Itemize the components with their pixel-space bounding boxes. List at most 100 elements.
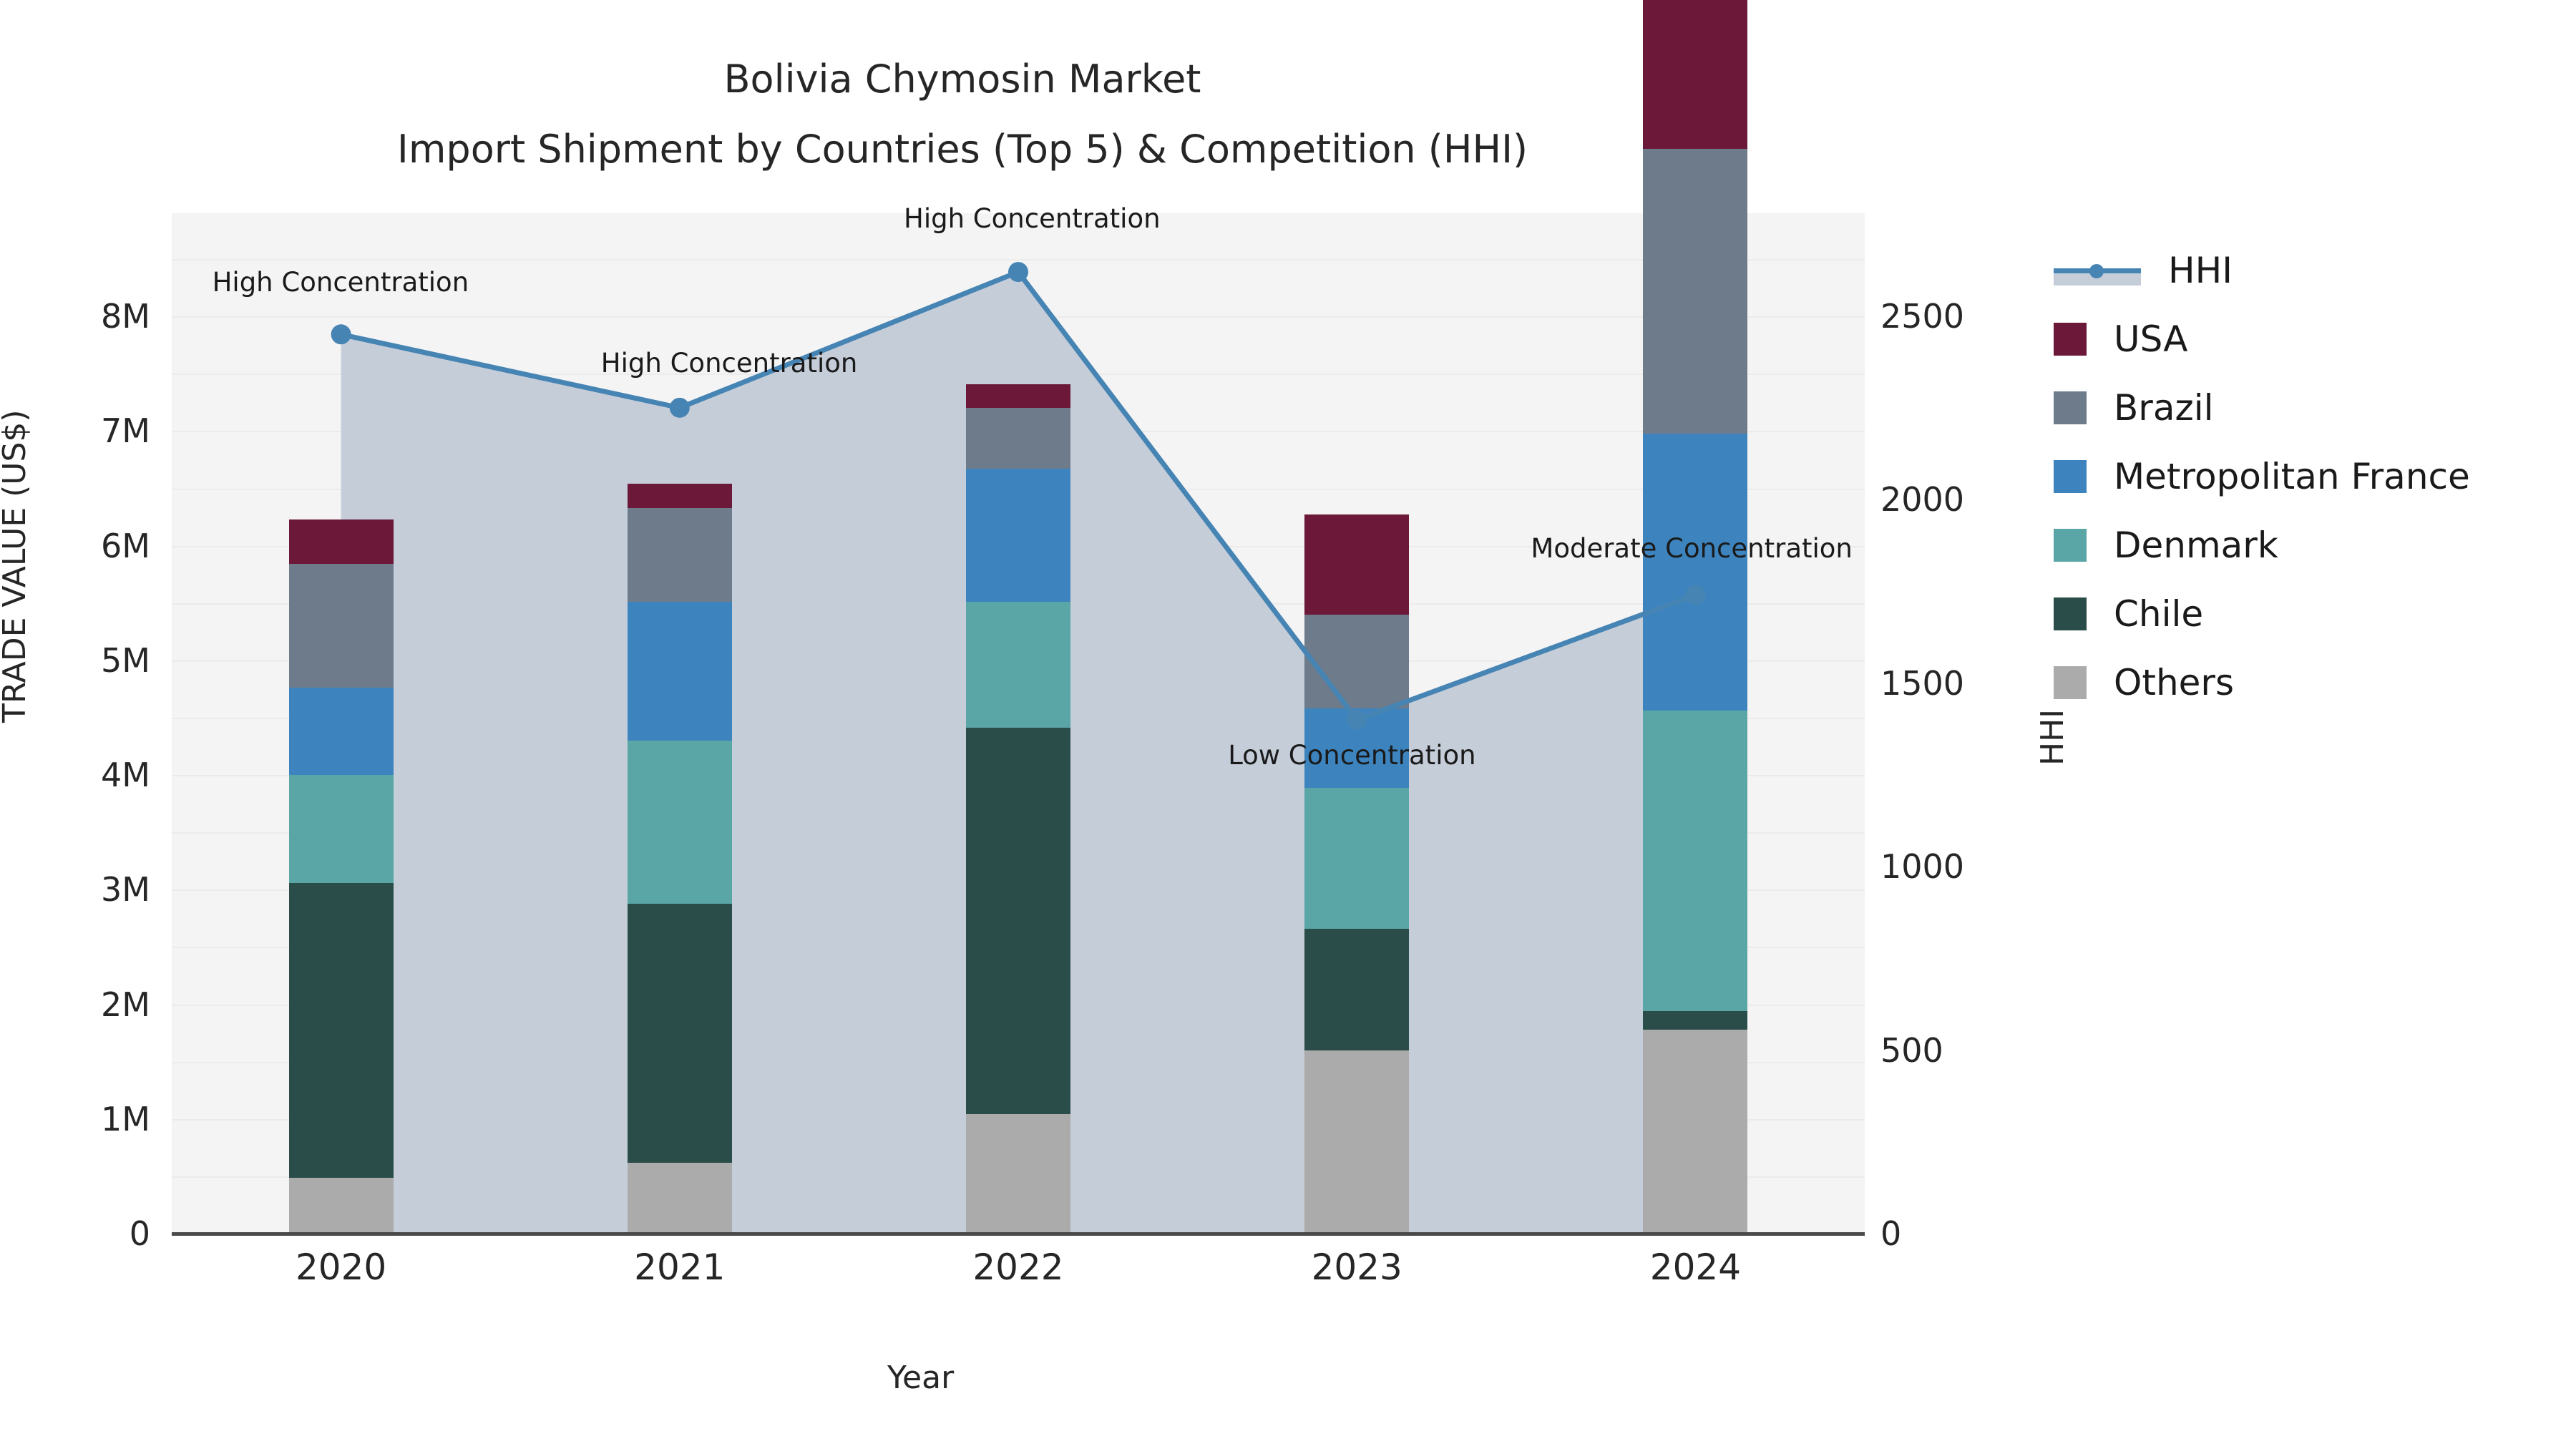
bar-segment-denmark[interactable]	[1643, 711, 1748, 1012]
bar-segment-brazil[interactable]	[966, 408, 1070, 469]
legend-swatch-icon	[2054, 529, 2087, 562]
y-axis-right-title: HHI	[2034, 708, 2071, 766]
legend-item-usa[interactable]: USA	[2054, 305, 2470, 374]
annotation-2021: High Concentration	[600, 347, 858, 379]
x-axis-tick-2021: 2021	[634, 1246, 726, 1288]
bar-segment-brazil[interactable]	[288, 564, 394, 688]
bar-segment-denmark[interactable]	[966, 602, 1070, 728]
bar-2022[interactable]	[966, 384, 1070, 1234]
legend-line-dot-icon	[2089, 264, 2104, 278]
bar-segment-chile[interactable]	[1304, 928, 1410, 1050]
y-axis-right-tick: 1500	[1880, 663, 1965, 703]
y-axis-left-tick: 3M	[101, 870, 150, 909]
bar-2023[interactable]	[1304, 514, 1410, 1234]
y-axis-left-tick: 6M	[101, 526, 150, 565]
y-axis-right-tick: 2000	[1880, 480, 1965, 519]
legend-swatch-icon	[2054, 597, 2087, 630]
legend-swatch-icon	[2054, 391, 2087, 424]
legend-swatch-icon	[2054, 323, 2087, 356]
bar-segment-metropolitan-france[interactable]	[627, 602, 732, 741]
plot-area	[172, 0, 1865, 1235]
legend-swatch-icon	[2054, 666, 2087, 699]
y-axis-left-tick: 8M	[101, 297, 150, 336]
annotation-2024: Moderate Concentration	[1531, 533, 1853, 565]
bar-segment-brazil[interactable]	[1304, 614, 1410, 709]
bar-segment-usa[interactable]	[288, 519, 394, 565]
legend-item-label: Denmark	[2114, 525, 2278, 566]
y-axis-right-tick: 1000	[1880, 847, 1965, 887]
legend-item-hhi[interactable]: HHI	[2054, 236, 2470, 305]
chart-title-line-2: Import Shipment by Countries (Top 5) & C…	[396, 127, 1528, 172]
x-axis-title: Year	[887, 1360, 955, 1396]
legend-item-brazil[interactable]: Brazil	[2054, 374, 2470, 442]
bar-segment-chile[interactable]	[966, 728, 1070, 1115]
bar-2024[interactable]	[1643, 0, 1748, 1234]
annotation-2020: High Concentration	[212, 267, 469, 298]
bar-2021[interactable]	[627, 484, 732, 1234]
hhi-line	[340, 268, 1697, 723]
hhi-marker-2020[interactable]	[331, 324, 351, 345]
hhi-marker-2021[interactable]	[669, 397, 690, 418]
legend-item-label: Metropolitan France	[2114, 456, 2470, 497]
y-axis-right-tick: 0	[1880, 1214, 1902, 1253]
x-axis-tick-2020: 2020	[295, 1246, 387, 1288]
legend-item-label: Others	[2114, 662, 2235, 703]
x-axis-spine	[172, 1232, 1865, 1236]
gridline	[172, 259, 1865, 261]
bar-2020[interactable]	[288, 519, 394, 1234]
bar-segment-usa[interactable]	[627, 484, 732, 508]
y-axis-left-tick: 5M	[101, 640, 150, 680]
bar-segment-metropolitan-france[interactable]	[288, 688, 394, 776]
y-axis-left-tick: 4M	[101, 756, 150, 795]
bar-segment-metropolitan-france[interactable]	[1643, 433, 1748, 711]
bar-segment-chile[interactable]	[627, 903, 732, 1163]
y-axis-right-tick: 2500	[1880, 296, 1965, 336]
legend-swatch-icon	[2054, 460, 2087, 493]
y-axis-right-tick: 500	[1880, 1030, 1943, 1070]
chart-title: Bolivia Chymosin Market Import Shipment …	[0, 44, 1925, 185]
bar-segment-chile[interactable]	[1643, 1011, 1748, 1030]
bar-segment-usa[interactable]	[1643, 0, 1748, 150]
y-axis-left-tick: 0	[129, 1214, 150, 1253]
y-axis-left-tick: 7M	[101, 411, 150, 451]
bar-segment-others[interactable]	[966, 1114, 1070, 1234]
legend: HHI USA Brazil Metropolitan France Denmark Ch…	[2054, 236, 2470, 717]
hhi-marker-2022[interactable]	[1008, 262, 1028, 283]
hhi-marker-2023[interactable]	[1347, 709, 1367, 730]
legend-item-label: Brazil	[2114, 387, 2214, 429]
legend-line-marker-icon	[2054, 254, 2141, 287]
bar-segment-others[interactable]	[627, 1162, 732, 1234]
legend-item-label: HHI	[2168, 250, 2233, 291]
bar-layer	[172, 0, 1865, 1234]
bar-segment-metropolitan-france[interactable]	[966, 469, 1070, 602]
legend-item-label: USA	[2114, 318, 2188, 360]
annotation-2022: High Concentration	[904, 203, 1161, 235]
legend-item-others[interactable]: Others	[2054, 648, 2470, 717]
y-axis-left-tick: 1M	[101, 1099, 150, 1138]
legend-item-denmark[interactable]: Denmark	[2054, 511, 2470, 580]
bar-segment-others[interactable]	[288, 1177, 394, 1234]
bar-segment-chile[interactable]	[288, 882, 394, 1178]
bar-segment-usa[interactable]	[1304, 514, 1410, 615]
bar-segment-brazil[interactable]	[1643, 149, 1748, 434]
hhi-marker-2024[interactable]	[1685, 585, 1706, 605]
bar-segment-others[interactable]	[1304, 1050, 1410, 1234]
chart-title-line-1: Bolivia Chymosin Market	[723, 57, 1201, 102]
legend-item-metropolitan-france[interactable]: Metropolitan France	[2054, 442, 2470, 511]
x-axis-tick-2022: 2022	[972, 1246, 1064, 1288]
x-axis-tick-2023: 2023	[1311, 1246, 1402, 1288]
hhi-line-overlay	[331, 262, 1706, 730]
legend-area-band	[2054, 273, 2141, 286]
bar-segment-brazil[interactable]	[627, 507, 732, 602]
bar-segment-denmark[interactable]	[288, 775, 394, 883]
x-axis-tick-2024: 2024	[1649, 1246, 1742, 1288]
bar-segment-others[interactable]	[1643, 1029, 1748, 1234]
bar-segment-usa[interactable]	[966, 384, 1070, 409]
legend-item-label: Chile	[2114, 593, 2204, 635]
bar-segment-denmark[interactable]	[1304, 787, 1410, 929]
bar-segment-denmark[interactable]	[627, 741, 732, 904]
annotation-2023: Low Concentration	[1228, 739, 1476, 771]
legend-item-chile[interactable]: Chile	[2054, 580, 2470, 648]
y-axis-left-tick: 2M	[101, 985, 150, 1024]
